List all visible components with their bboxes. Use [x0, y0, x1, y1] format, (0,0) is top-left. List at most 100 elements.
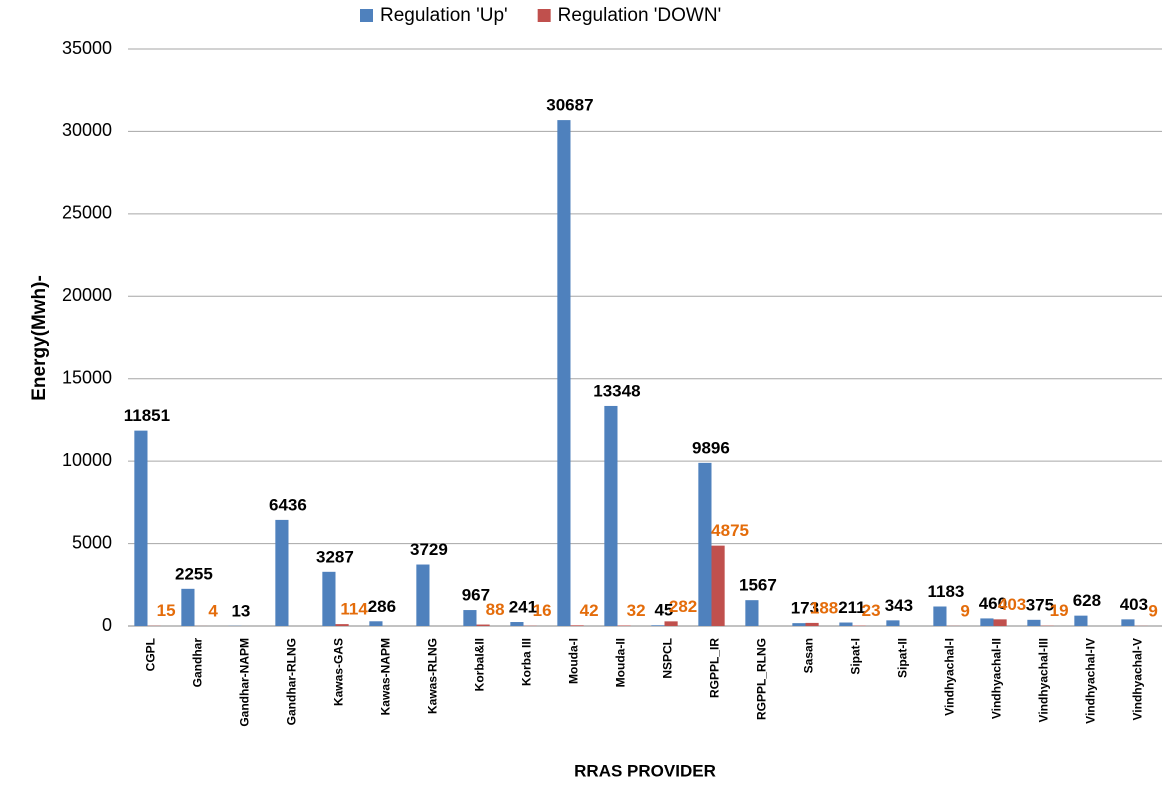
value-label: 1567: [739, 576, 777, 595]
bar: [476, 624, 490, 626]
x-tick-label: Mouda-II: [614, 638, 628, 687]
y-tick-label: 25000: [62, 203, 112, 223]
bar: [134, 430, 148, 626]
legend-swatch: [537, 9, 551, 22]
x-tick-label: Sasan: [802, 638, 816, 673]
x-tick-label: Vindhyachal-II: [990, 638, 1004, 719]
x-tick-label: Gandhar: [191, 638, 205, 688]
x-tick-label: Vindhyachal-IV: [1084, 638, 1098, 724]
x-tick-label: NSPCL: [661, 638, 675, 679]
x-tick-label: Sipat-I: [849, 638, 863, 675]
bar: [604, 405, 618, 626]
value-label: 9896: [692, 438, 730, 457]
x-tick-label: RGPPL_IR: [708, 638, 722, 698]
x-tick-label: KorbaI&II: [473, 638, 487, 691]
value-label: 3287: [316, 547, 354, 566]
bar: [557, 120, 571, 627]
value-label: 4875: [711, 521, 749, 540]
bar: [651, 625, 665, 626]
bar: [369, 621, 383, 626]
y-tick-label: 5000: [72, 532, 112, 552]
bar: [980, 618, 994, 626]
value-label: 88: [486, 600, 505, 619]
bar: [510, 622, 524, 626]
bar: [1121, 619, 1135, 626]
x-tick-label: Korba III: [520, 638, 534, 686]
x-tick-label: Kawas-RLNG: [426, 638, 440, 714]
y-tick-label: 15000: [62, 367, 112, 387]
x-tick-label: Kawas-NAPM: [379, 638, 393, 715]
bar: [335, 624, 349, 626]
x-tick-label: RGPPL_RLNG: [755, 638, 769, 720]
x-tick-label: Kawas-GAS: [332, 638, 346, 706]
value-label: 13: [231, 601, 250, 620]
bar: [805, 622, 819, 626]
value-label: 460: [979, 594, 1007, 613]
bar: [933, 606, 947, 626]
bar: [993, 619, 1007, 626]
y-tick-label: 30000: [62, 120, 112, 140]
value-label: 11851: [124, 406, 170, 425]
bar: [886, 620, 900, 626]
value-label: 23: [862, 601, 881, 620]
value-label: 173: [791, 599, 819, 618]
value-label: 42: [580, 601, 599, 620]
value-label: 16: [533, 601, 552, 620]
value-label: 343: [885, 596, 913, 615]
x-tick-label: Vindhyachal-I: [943, 638, 957, 716]
legend-label: Regulation 'DOWN': [558, 5, 722, 26]
value-label: 403: [998, 595, 1026, 614]
bar: [322, 571, 336, 626]
bar: [711, 545, 725, 626]
bar: [570, 625, 584, 626]
value-label: 9: [1148, 601, 1157, 620]
value-label: 211: [838, 598, 865, 617]
x-tick-label: Vindhyachal-V: [1131, 638, 1145, 720]
bar: [275, 519, 289, 626]
value-label: 241: [509, 598, 537, 617]
value-label: 6436: [269, 495, 307, 514]
value-label: 30687: [546, 96, 593, 115]
x-tick-label: Sipat-II: [896, 638, 910, 678]
bar: [664, 621, 678, 626]
x-tick-label: Gandhar-RLNG: [285, 638, 299, 725]
bar: [1027, 619, 1041, 626]
bar: [416, 564, 430, 626]
bar: [792, 623, 806, 626]
value-label: 32: [627, 601, 646, 620]
bar: [745, 600, 759, 626]
x-axis-label: RRAS PROVIDER: [574, 761, 716, 780]
y-tick-label: 0: [102, 615, 112, 635]
value-label: 375: [1026, 595, 1054, 614]
bar: [698, 462, 712, 626]
bar: [463, 610, 477, 626]
legend-label: Regulation 'Up': [380, 5, 508, 26]
x-tick-label: CGPL: [144, 638, 158, 671]
value-label: 3729: [410, 540, 448, 559]
x-tick-label: Gandhar-NAPM: [238, 638, 252, 727]
value-label: 2255: [175, 564, 213, 583]
legend-swatch: [360, 9, 373, 22]
value-label: 188: [810, 598, 838, 617]
value-label: 1183: [927, 582, 964, 601]
value-label: 628: [1073, 591, 1101, 610]
x-tick-label: Vindhyachal-III: [1037, 638, 1051, 722]
y-tick-label: 20000: [62, 285, 112, 305]
bar: [839, 622, 853, 626]
value-label: 45: [654, 601, 673, 620]
x-tick-label: Mouda-I: [567, 638, 581, 684]
value-label: 4: [208, 601, 218, 620]
value-label: 967: [462, 586, 490, 605]
bar: [181, 588, 195, 626]
bar: [1074, 615, 1088, 626]
y-tick-label: 10000: [62, 450, 112, 470]
y-axis-label: Energy(Mwh)-: [29, 275, 50, 401]
value-label: 286: [368, 597, 396, 616]
y-tick-label: 35000: [62, 38, 112, 58]
value-label: 114: [340, 600, 368, 619]
value-label: 19: [1050, 601, 1069, 620]
value-label: 9: [960, 601, 969, 620]
bar: [617, 625, 631, 626]
value-label: 13348: [593, 381, 640, 400]
